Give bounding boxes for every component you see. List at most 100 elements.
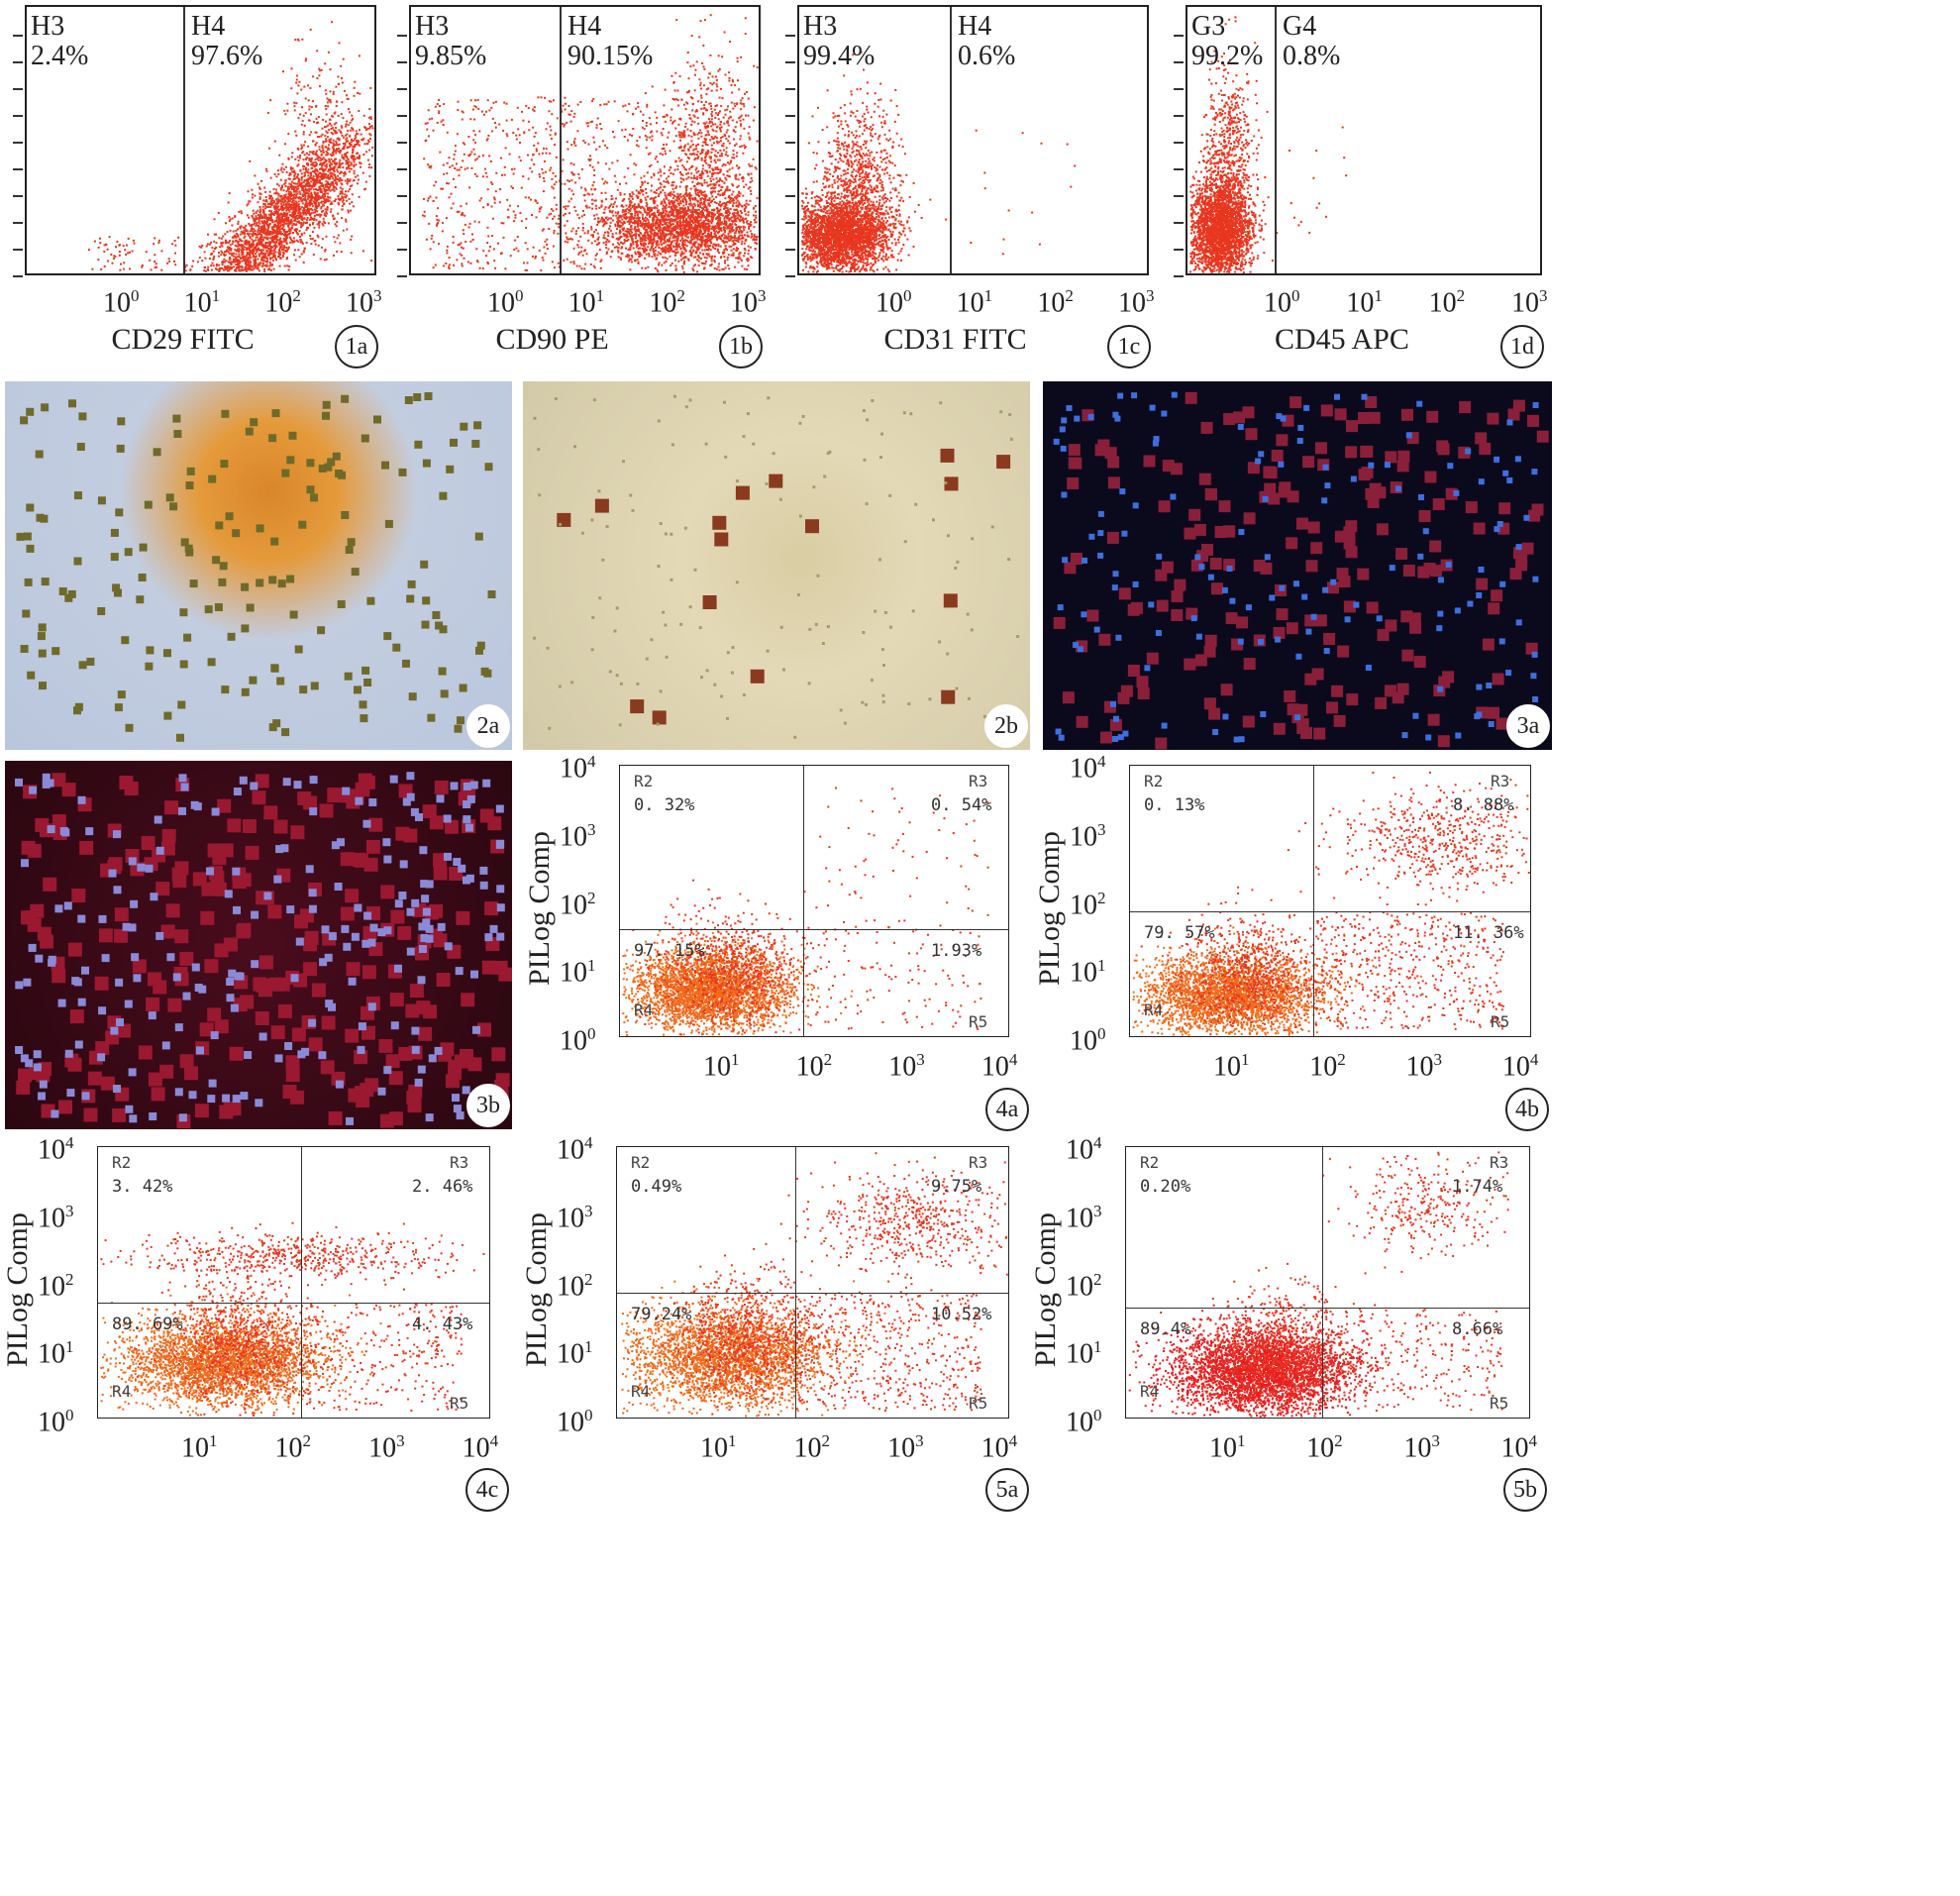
event-dot xyxy=(274,257,277,260)
event-dot xyxy=(212,250,215,253)
event-dot xyxy=(705,235,708,238)
event-dot xyxy=(615,232,618,235)
event-dot xyxy=(328,129,331,132)
event-dot xyxy=(242,253,245,256)
event-dot xyxy=(310,199,313,202)
event-dot xyxy=(694,190,697,193)
event-dot xyxy=(304,209,307,212)
event-dot xyxy=(709,249,712,252)
event-dot xyxy=(293,105,296,108)
event-dot xyxy=(719,127,721,130)
event-dot xyxy=(662,189,665,192)
event-dot xyxy=(683,147,686,150)
event-dot xyxy=(281,184,283,187)
event-dot xyxy=(690,247,693,250)
event-dot xyxy=(255,262,258,264)
event-dot xyxy=(600,204,603,207)
event-dot xyxy=(284,196,287,199)
event-dot xyxy=(652,248,655,251)
event-dot xyxy=(242,245,245,248)
event-dot xyxy=(753,238,756,241)
event-dot xyxy=(653,191,656,194)
event-dot xyxy=(647,209,650,211)
event-dot xyxy=(665,195,668,198)
event-dot xyxy=(701,215,703,218)
event-dot xyxy=(250,228,253,230)
event-dot xyxy=(621,222,624,225)
event-dot xyxy=(237,256,240,259)
event-dot xyxy=(295,195,298,198)
event-dot xyxy=(326,208,329,211)
event-dot xyxy=(286,217,289,219)
event-dot xyxy=(259,262,262,264)
event-dot xyxy=(358,195,361,198)
event-dot xyxy=(160,268,163,271)
event-dot xyxy=(247,261,250,263)
event-dot xyxy=(309,213,312,216)
event-dot xyxy=(231,236,234,239)
event-dot xyxy=(702,220,705,223)
event-dot xyxy=(291,239,293,242)
event-dot xyxy=(625,230,628,233)
event-dot xyxy=(695,171,698,174)
event-dot xyxy=(725,222,728,225)
event-dot xyxy=(113,255,116,258)
event-dot xyxy=(680,224,683,227)
event-dot xyxy=(229,257,232,259)
event-dot xyxy=(690,230,692,233)
event-dot xyxy=(572,193,574,196)
event-dot xyxy=(652,220,655,223)
event-dot xyxy=(591,207,594,210)
event-dot xyxy=(661,251,664,253)
event-dot xyxy=(237,242,240,245)
event-dot xyxy=(283,198,286,201)
event-dot xyxy=(307,84,309,87)
event-dot xyxy=(638,217,641,220)
event-dot xyxy=(312,196,315,199)
event-dot xyxy=(113,257,115,260)
event-dot xyxy=(245,230,248,232)
event-dot xyxy=(581,254,584,257)
event-dot xyxy=(287,177,290,180)
event-dot xyxy=(706,208,709,211)
event-dot xyxy=(262,199,265,202)
event-dot xyxy=(348,146,351,149)
event-dot xyxy=(295,228,297,231)
event-dot xyxy=(285,213,288,216)
event-dot xyxy=(674,259,676,262)
event-dot xyxy=(272,250,275,253)
event-dot xyxy=(263,186,266,189)
event-dot xyxy=(682,263,685,265)
event-dot xyxy=(305,200,308,203)
event-dot xyxy=(118,251,121,253)
event-dot xyxy=(280,166,283,169)
event-dot xyxy=(223,253,225,256)
event-dot xyxy=(269,200,272,203)
event-dot xyxy=(713,255,716,258)
event-dot xyxy=(722,239,725,242)
event-dot xyxy=(645,239,648,242)
event-dot xyxy=(341,154,344,157)
event-dot xyxy=(651,232,654,235)
event-dot xyxy=(314,131,317,134)
event-dot xyxy=(744,226,747,229)
event-dot xyxy=(610,198,613,201)
event-dot xyxy=(693,245,696,248)
event-dot xyxy=(284,240,287,243)
event-dot xyxy=(191,264,194,267)
event-dot xyxy=(264,195,267,198)
event-dot xyxy=(315,205,318,208)
event-dot xyxy=(344,134,347,137)
event-dot xyxy=(682,224,685,227)
event-dot xyxy=(695,241,698,244)
event-dot xyxy=(213,255,216,258)
event-dot xyxy=(294,224,297,226)
event-dot xyxy=(732,255,735,257)
event-dot xyxy=(260,243,263,245)
event-dot xyxy=(713,233,716,235)
event-dot xyxy=(277,219,280,222)
event-dot xyxy=(236,234,239,237)
event-dot xyxy=(339,130,342,133)
event-dot xyxy=(349,121,352,124)
event-dot xyxy=(749,225,752,227)
